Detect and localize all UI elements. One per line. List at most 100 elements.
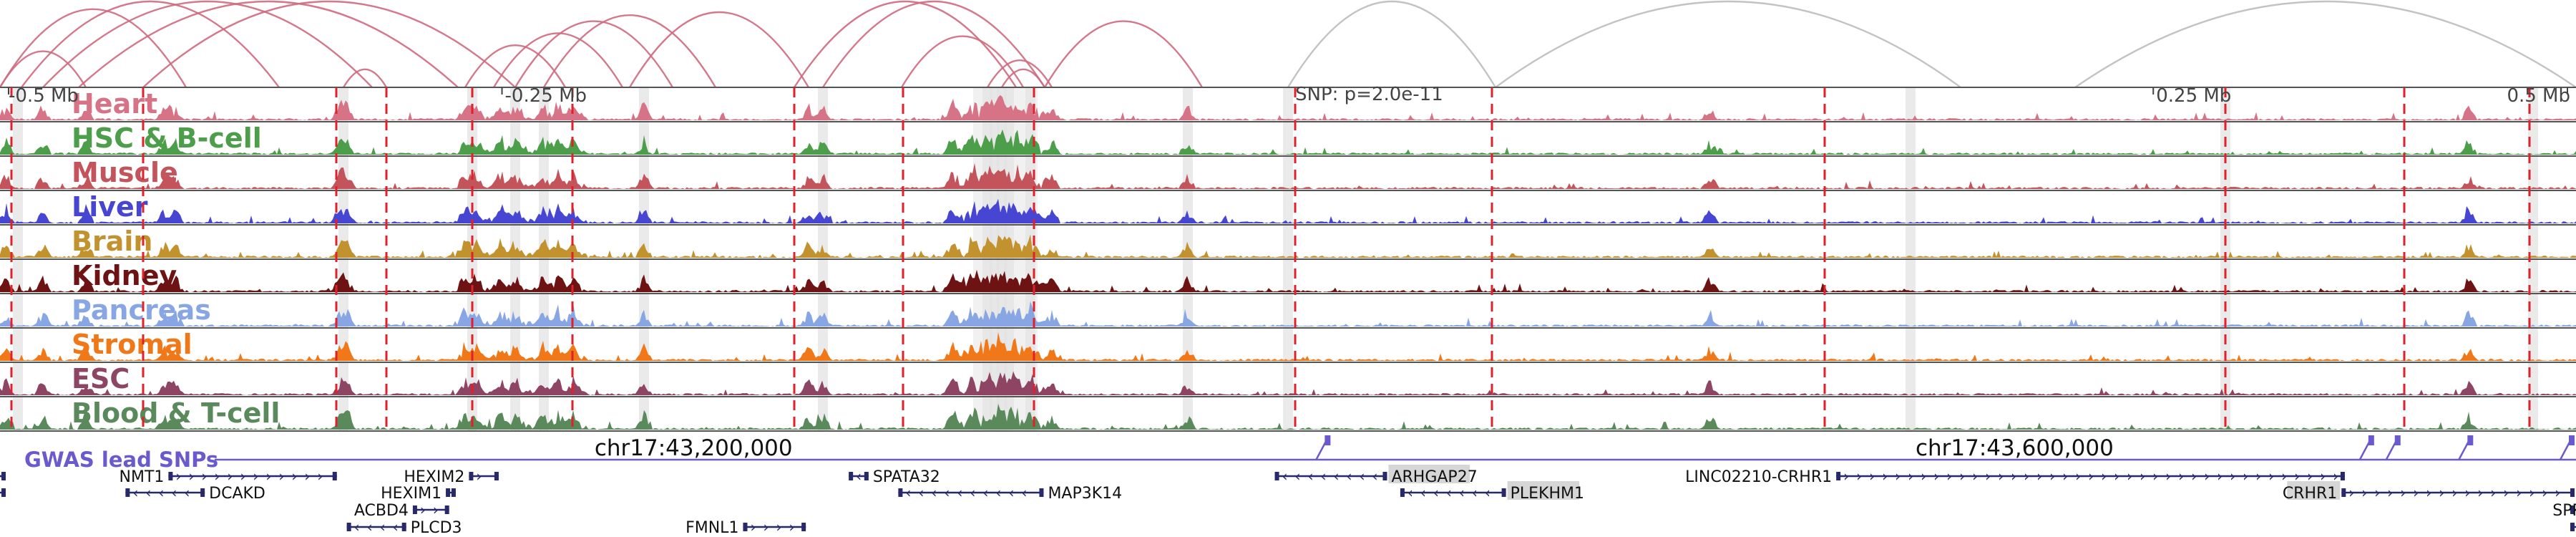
chromatin-loop-arcs [0,0,2576,88]
strand-arrow: ‹ [1021,484,1027,501]
gene-label: FMNL1 [686,519,738,537]
strand-arrow: ‹ [1433,484,1439,501]
gene-exon [200,488,205,497]
strand-arrow: ‹ [856,468,862,485]
track-kidney: Kidney [0,260,2576,294]
signal-area [0,269,2576,292]
loop-arc [1043,20,1204,88]
gene-exon [469,472,474,480]
strand-arrow: ‹ [944,484,950,501]
track-hsc-b-cell: HSC & B-cell [0,122,2576,157]
gene-map3k14: ‹ ‹ ‹ ‹ ‹ ‹ ‹ ‹ ‹ ‹ MAP3K14 [898,484,1122,503]
track-label: Kidney [72,260,177,291]
strand-arrow: ‹ [171,484,177,501]
strand-arrow: › [2217,468,2223,485]
strand-arrow: ‹ [1407,484,1413,501]
gene-exon [2341,488,2346,497]
strand-arrow: › [201,468,207,485]
strand-arrow: › [2400,484,2406,501]
strand-arrow: ‹ [380,518,386,536]
loop-arc [78,0,459,88]
track-label: Stromal [72,329,192,360]
track-label: Brain [72,226,152,257]
track-label: Blood & T-cell [72,397,280,429]
gwas-snp-marker [2368,435,2374,445]
gene-exon [2570,523,2575,531]
strand-arrow: › [2490,484,2496,501]
gene-label-highlight [1507,481,1580,500]
strand-arrow: ‹ [1008,484,1014,501]
gene-fmnl1: › › › › FMNL1 [686,518,806,537]
strand-arrow: › [2426,484,2431,501]
track-pancreas: Pancreas [0,294,2576,329]
gene-label: ARHGAP27 [1391,468,1477,486]
loop-arc [1287,0,1497,88]
axis-tick-label: -0.25 Mb [505,85,587,107]
strand-arrow: › [253,468,258,485]
gene-label: HEXIM1 [381,485,441,503]
coordinate-label: chr17:43,200,000 [595,435,793,461]
strand-arrow: › [420,501,426,518]
strand-arrow: ‹ [1446,484,1452,501]
gene-arhgap27: ‹ ‹ ‹ ‹ ‹ ‹ ‹ ‹ ARHGAP27 [1274,465,1478,486]
strand-arrow: › [433,501,439,518]
gene-spata32: ‹ SPATA32 [849,468,940,486]
gene-label: NMT1 [119,468,165,486]
strand-arrow: › [2307,468,2313,485]
gene-exon [1836,472,1841,480]
strand-arrow: ‹ [145,484,151,501]
strand-arrow: › [2439,484,2444,501]
strand-arrow: › [2503,484,2509,501]
track-heart: Heart [0,87,2576,122]
strand-arrow: › [776,518,781,536]
gene-exon [849,472,854,480]
strand-arrow: › [1946,468,1952,485]
track-blood-t-cell: Blood & T-cell [0,397,2576,432]
gene-exon [1,488,6,497]
signal-area [0,234,2576,258]
gene-label: HEXIM2 [404,468,464,486]
gene-exon [168,472,173,480]
strand-arrow: › [2127,468,2132,485]
strand-arrow: › [2516,484,2522,501]
gene-exon [401,523,406,531]
loop-arc [492,32,624,88]
strand-arrow: › [214,468,220,485]
strand-arrow: ‹ [1420,484,1426,501]
strand-arrow: › [291,468,297,485]
strand-arrow: › [2036,468,2042,485]
gene-nmt1: › › › › › › › › › › › › NMT1 [119,468,337,486]
strand-arrow: ‹ [931,484,937,501]
gene-label: SPATA32 [873,468,940,486]
strand-arrow: › [2294,468,2300,485]
strand-arrow: › [2387,484,2393,501]
track-label: Heart [72,88,157,120]
loop-arc [542,14,717,88]
strand-arrow: › [2333,468,2338,485]
strand-arrow: › [2374,484,2380,501]
signal-area [0,95,2576,120]
gene-exon [451,488,456,497]
loop-arc [1000,68,1046,88]
strand-arrow: › [1908,468,1913,485]
strand-arrow: › [2114,468,2119,485]
strand-arrow: › [476,468,482,485]
loop-arc [986,59,1053,88]
relative-position-axis: SNP: p=2.0e-11 -0.5 Mb -0.25 Mb 0.25 Mb 0.5… [8,84,2570,107]
track-brain: Brain [0,226,2576,260]
strand-arrow: › [2191,468,2197,485]
strand-arrow: › [2062,468,2068,485]
track-label: HSC & B-cell [72,122,262,154]
gene-exon [494,472,499,480]
strand-arrow: ‹ [1459,484,1465,501]
gene-exon [743,523,748,531]
gene-exon [864,472,869,480]
strand-arrow: › [1882,468,1888,485]
strand-arrow: › [1933,468,1939,485]
gene-linc02210-crhr1: › › › › › › › › › › › › › › › › › › › › › › › › › › › › › › › › › › › › › › › L… [1685,468,2345,486]
signal-area [0,163,2576,189]
signal-area [0,332,2576,361]
gene-exon [2570,488,2575,497]
loop-arc [142,0,516,88]
